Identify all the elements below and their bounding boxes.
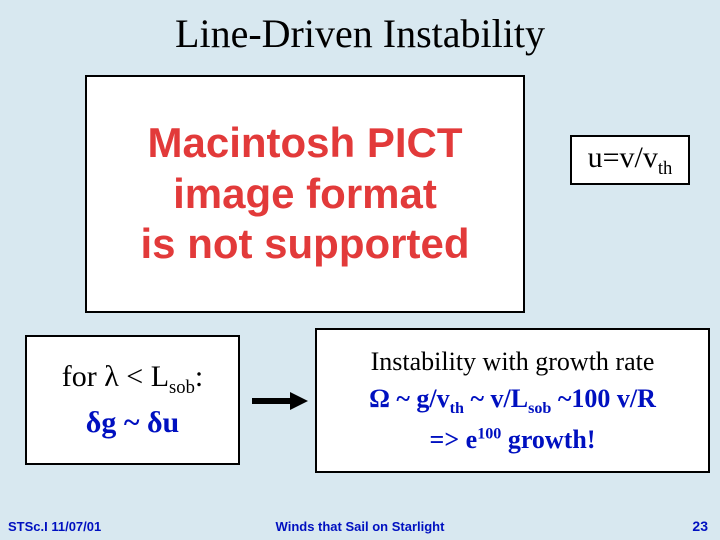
result-l2-sub2: sob <box>528 400 551 417</box>
implies-arrow-icon <box>252 392 308 410</box>
result-l3-b: growth! <box>501 425 595 454</box>
u-definition-box: u=v/vth <box>570 135 690 185</box>
cond-line1-sub: sob <box>169 377 195 398</box>
condition-box: for λ < Lsob: δg ~ δu <box>25 335 240 465</box>
result-l3-a: => e <box>430 425 478 454</box>
cond-line1-pre: for λ < L <box>62 360 169 393</box>
footer-center: Winds that Sail on Starlight <box>0 519 720 534</box>
slide-title: Line-Driven Instability <box>0 0 720 65</box>
result-l3-sup: 100 <box>477 425 501 442</box>
result-line1: Instability with growth rate <box>371 343 655 381</box>
result-l2-b: ~ v/L <box>464 384 528 413</box>
pict-placeholder-box: Macintosh PICT image format is not suppo… <box>85 75 525 313</box>
u-def-subscript: th <box>658 158 672 179</box>
footer-page-number: 23 <box>692 518 708 534</box>
result-l2-sub1: th <box>450 400 464 417</box>
result-l2-c: ~100 v/R <box>551 384 656 413</box>
pict-line-3: is not supported <box>141 219 470 269</box>
pict-line-1: Macintosh PICT <box>147 118 462 168</box>
cond-line1-post: : <box>195 360 203 393</box>
pict-line-2: image format <box>173 169 437 219</box>
result-l2-a: Ω ~ g/v <box>369 384 450 413</box>
u-def-text: u=v/v <box>588 141 658 174</box>
result-box: Instability with growth rate Ω ~ g/vth ~… <box>315 328 710 473</box>
cond-line2: δg ~ δu <box>86 402 179 444</box>
